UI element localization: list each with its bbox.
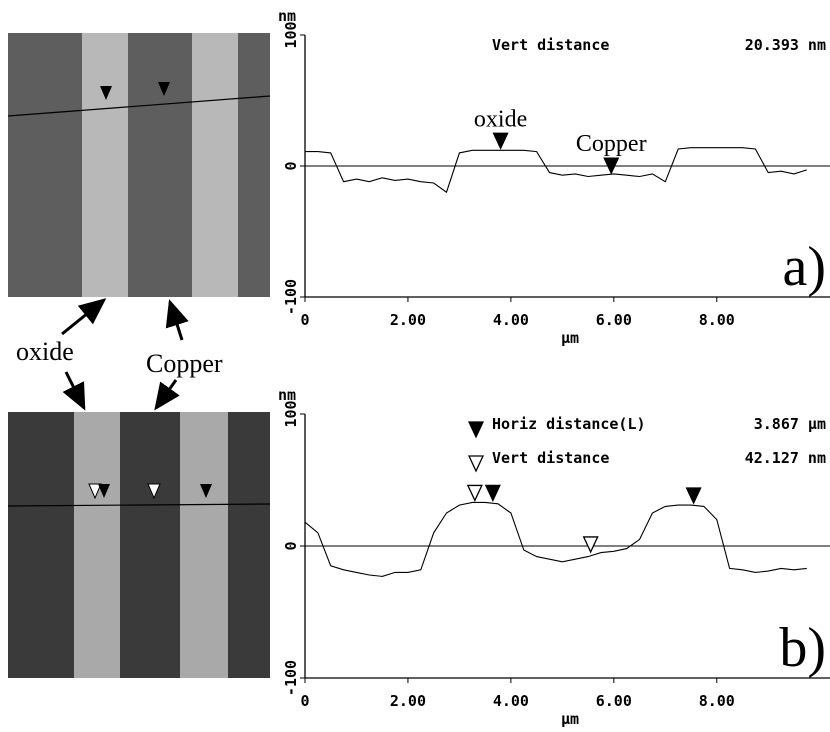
arrows <box>61 298 189 411</box>
y-tick-label: 0 <box>282 161 300 170</box>
afm-image-a <box>7 33 271 297</box>
panel-label: b) <box>779 617 826 679</box>
x-label: µm <box>561 710 579 728</box>
profile-line <box>305 147 807 194</box>
readout-icon <box>467 455 485 473</box>
x-tick-label: 6.00 <box>596 311 632 329</box>
readout-value: 3.867 µm <box>754 415 826 433</box>
readout-label: Vert distance <box>492 36 609 54</box>
x-tick-label: 0 <box>300 311 309 329</box>
y-tick-label: -100 <box>282 660 300 696</box>
readout-label: Horiz distance(L) <box>492 415 646 433</box>
x-tick-label: 2.00 <box>390 692 426 710</box>
y-tick-label: 0 <box>282 541 300 550</box>
x-tick-label: 4.00 <box>493 692 529 710</box>
readout-value: 20.393 nm <box>745 36 826 54</box>
y-tick-label: 100 <box>282 21 300 48</box>
readout-icon <box>467 421 485 439</box>
y-unit: nm <box>278 7 296 25</box>
cursor <box>466 484 483 502</box>
image-label: Copper <box>146 349 223 378</box>
cursor <box>492 132 509 150</box>
x-tick-label: 8.00 <box>699 311 735 329</box>
y-tick-label: -100 <box>282 279 300 315</box>
y-tick-label: 100 <box>282 400 300 427</box>
x-tick-label: 2.00 <box>390 311 426 329</box>
image-label: oxide <box>16 337 74 366</box>
readout-label: Vert distance <box>492 449 609 467</box>
x-tick-label: 4.00 <box>493 311 529 329</box>
x-tick-label: 0 <box>300 692 309 710</box>
annotation: oxide <box>474 106 527 132</box>
annotation: Copper <box>576 131 647 157</box>
readout-value: 42.127 nm <box>745 449 826 467</box>
x-tick-label: 8.00 <box>699 692 735 710</box>
y-unit: nm <box>278 386 296 404</box>
x-label: µm <box>561 329 579 347</box>
cursor <box>685 487 702 505</box>
panel-label: a) <box>782 236 826 298</box>
x-tick-label: 6.00 <box>596 692 632 710</box>
cursor <box>484 484 501 502</box>
cursor <box>603 157 620 175</box>
profile-line <box>304 501 807 577</box>
cursor <box>582 536 599 554</box>
afm-image-b <box>7 412 271 678</box>
